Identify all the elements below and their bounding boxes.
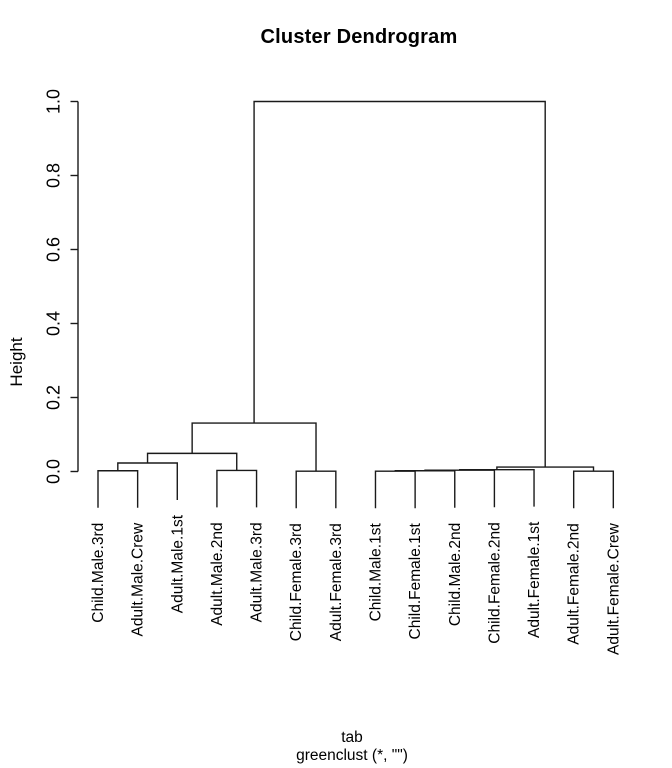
leaf-label: Child.Female.2nd — [486, 522, 503, 643]
leaf-label: Child.Male.2nd — [447, 523, 464, 626]
leaf-label: Adult.Male.Crew — [130, 522, 147, 637]
dendrogram-branch — [374, 470, 416, 509]
leaf-label: Adult.Male.1st — [169, 514, 186, 613]
x-axis-caption: tab greenclust (*, "") — [80, 729, 624, 764]
chart-title: Cluster Dendrogram — [260, 26, 458, 48]
y-tick-label: 1.0 — [44, 89, 64, 114]
leaf-label: Adult.Female.1st — [526, 521, 543, 638]
dendrogram-branch — [117, 462, 178, 500]
leaf-label: Adult.Male.2nd — [209, 522, 226, 625]
dendrogram-branch — [394, 470, 456, 508]
y-tick-label: 0.2 — [44, 385, 64, 410]
x-axis-label: tab — [341, 729, 363, 746]
leaf-label: Child.Female.3rd — [288, 523, 305, 641]
y-tick-label: 0.0 — [44, 459, 64, 484]
leaf-label: Adult.Female.3rd — [328, 523, 345, 641]
dendrogram-branch — [572, 470, 615, 509]
dendrogram-branch — [97, 470, 139, 508]
dendrogram-branch — [459, 468, 535, 507]
leaf-label: Adult.Female.2nd — [566, 523, 583, 645]
dendrogram-branch — [424, 469, 496, 508]
dendrogram-branch — [191, 422, 317, 472]
leaf-label: Child.Male.1st — [367, 523, 384, 622]
dendrogram-branch — [295, 470, 337, 509]
leaf-label: Child.Female.1st — [407, 523, 424, 640]
leaf-label: Adult.Male.3rd — [249, 522, 266, 622]
y-tick-label: 0.6 — [44, 237, 64, 262]
leaf-label: Adult.Female.Crew — [605, 522, 622, 655]
dendrogram-branch — [146, 452, 238, 471]
dendrogram-branch — [216, 469, 258, 508]
y-tick-label: 0.4 — [44, 311, 64, 336]
y-tick-label: 0.8 — [44, 163, 64, 188]
dendrogram-branch — [253, 100, 546, 468]
leaf-label: Child.Male.3rd — [90, 523, 107, 623]
cluster-call-subtitle: greenclust (*, "") — [296, 746, 408, 764]
